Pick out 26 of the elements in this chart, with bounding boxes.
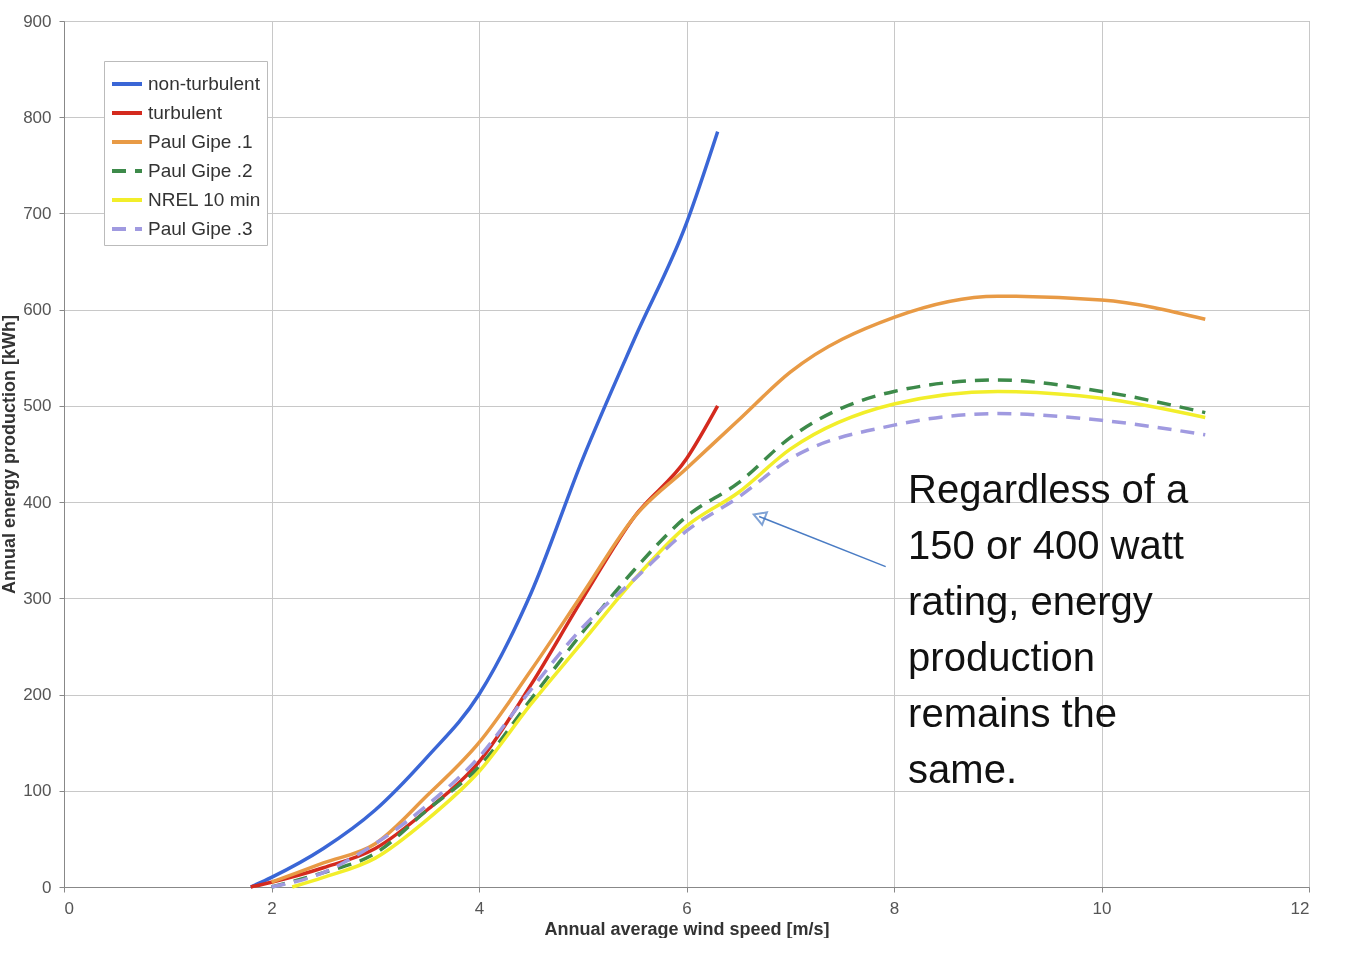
y-tick-label: 700 [23, 203, 52, 223]
x-tick-label: 0 [64, 898, 74, 918]
annotation: Regardless of a 150 or 400 watt rating, energy production remains the same. [908, 467, 1190, 792]
legend-label: NREL 10 min [148, 189, 261, 210]
y-tick-label: 800 [23, 107, 52, 127]
y-tick-label: 600 [23, 300, 52, 320]
legend-label: Paul Gipe .2 [148, 160, 253, 181]
x-axis-title: Annual average wind speed [m/s] [544, 918, 830, 939]
x-tick-label: 8 [889, 898, 900, 918]
x-tick-label: 12 [1290, 898, 1310, 918]
x-tick-label: 10 [1092, 898, 1112, 918]
legend-label: turbulent [148, 102, 223, 123]
legend-label: Paul Gipe .1 [148, 131, 253, 152]
y-tick-label: 500 [23, 396, 52, 416]
y-tick-label: 300 [23, 588, 52, 608]
y-tick-label: 200 [23, 685, 52, 705]
y-tick-label: 100 [23, 781, 52, 801]
legend-label: Paul Gipe .3 [148, 218, 253, 239]
legend-label: non-turbulent [148, 73, 261, 94]
x-tick-label: 4 [474, 898, 485, 918]
y-axis-title: Annual energy production [kWh] [0, 315, 20, 594]
x-tick-label: 2 [267, 898, 277, 918]
y-tick-label: 400 [23, 492, 52, 512]
y-tick-label: 900 [23, 11, 52, 31]
x-tick-label: 6 [682, 898, 692, 918]
y-tick-label: 0 [42, 877, 52, 897]
